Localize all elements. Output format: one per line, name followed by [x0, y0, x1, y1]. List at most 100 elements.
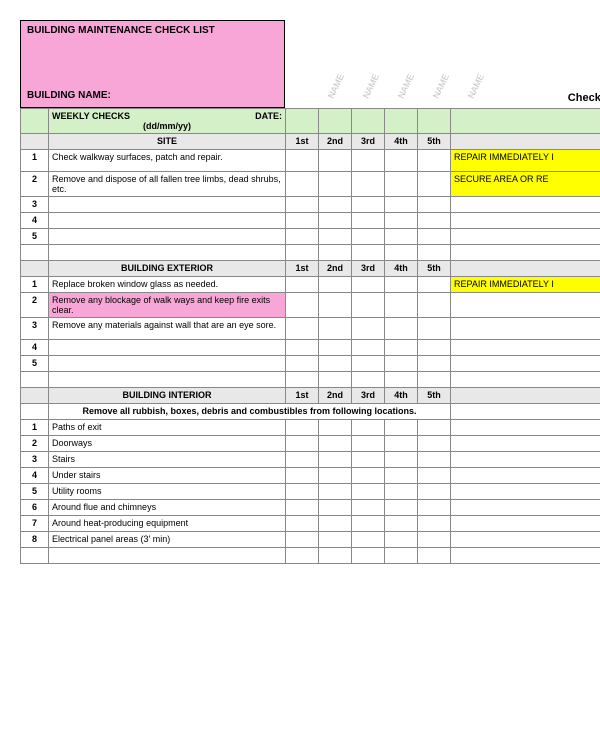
check-cell[interactable] — [418, 277, 451, 293]
check-cell[interactable] — [286, 532, 319, 548]
check-cell[interactable] — [286, 420, 319, 436]
check-cell[interactable] — [319, 356, 352, 372]
check-cell[interactable] — [319, 484, 352, 500]
check-cell[interactable] — [385, 277, 418, 293]
check-cell[interactable] — [319, 172, 352, 197]
check-cell[interactable] — [385, 150, 418, 172]
check-cell[interactable] — [352, 229, 385, 245]
check-cell[interactable] — [319, 318, 352, 340]
check-cell[interactable] — [352, 150, 385, 172]
check-cell[interactable] — [319, 452, 352, 468]
check-cell[interactable] — [286, 436, 319, 452]
check-cell[interactable] — [319, 229, 352, 245]
row-description: Utility rooms — [49, 484, 286, 500]
check-cell[interactable] — [385, 452, 418, 468]
check-cell[interactable] — [319, 468, 352, 484]
check-cell[interactable] — [385, 293, 418, 318]
check-cell[interactable] — [319, 150, 352, 172]
check-cell[interactable] — [385, 172, 418, 197]
check-cell[interactable] — [385, 229, 418, 245]
check-cell[interactable] — [385, 197, 418, 213]
check-cell[interactable] — [418, 197, 451, 213]
check-cell[interactable] — [286, 150, 319, 172]
check-cell[interactable] — [418, 229, 451, 245]
check-cell[interactable] — [385, 356, 418, 372]
check-cell[interactable] — [352, 500, 385, 516]
check-cell[interactable] — [385, 318, 418, 340]
check-cell[interactable] — [352, 532, 385, 548]
check-cell[interactable] — [319, 277, 352, 293]
check-cell[interactable] — [418, 532, 451, 548]
check-cell[interactable] — [352, 436, 385, 452]
check-cell[interactable] — [385, 484, 418, 500]
weekly-blank[interactable] — [385, 109, 418, 134]
check-cell[interactable] — [385, 468, 418, 484]
check-cell[interactable] — [319, 293, 352, 318]
check-cell[interactable] — [352, 516, 385, 532]
check-cell[interactable] — [352, 420, 385, 436]
check-cell[interactable] — [418, 452, 451, 468]
check-cell[interactable] — [352, 318, 385, 340]
weekly-blank[interactable] — [286, 109, 319, 134]
check-cell[interactable] — [286, 172, 319, 197]
check-cell[interactable] — [352, 277, 385, 293]
check-cell[interactable] — [352, 356, 385, 372]
check-cell[interactable] — [319, 213, 352, 229]
check-cell[interactable] — [286, 229, 319, 245]
check-cell[interactable] — [352, 484, 385, 500]
check-cell[interactable] — [352, 172, 385, 197]
check-cell[interactable] — [418, 340, 451, 356]
check-cell[interactable] — [418, 213, 451, 229]
check-cell[interactable] — [385, 420, 418, 436]
check-cell[interactable] — [286, 500, 319, 516]
check-cell[interactable] — [418, 420, 451, 436]
check-cell[interactable] — [286, 484, 319, 500]
check-cell[interactable] — [352, 452, 385, 468]
name-label-4: NAME — [431, 72, 451, 100]
check-cell[interactable] — [418, 356, 451, 372]
check-cell[interactable] — [352, 468, 385, 484]
check-cell[interactable] — [418, 436, 451, 452]
check-cell[interactable] — [352, 293, 385, 318]
check-cell[interactable] — [286, 452, 319, 468]
table-row: 1Replace broken window glass as needed.R… — [21, 277, 600, 293]
check-cell[interactable] — [286, 516, 319, 532]
check-cell[interactable] — [385, 532, 418, 548]
check-cell[interactable] — [385, 500, 418, 516]
check-cell[interactable] — [385, 213, 418, 229]
check-cell[interactable] — [385, 340, 418, 356]
check-cell[interactable] — [352, 197, 385, 213]
check-cell[interactable] — [286, 277, 319, 293]
weekly-blank[interactable] — [352, 109, 385, 134]
check-cell[interactable] — [385, 516, 418, 532]
check-cell[interactable] — [286, 293, 319, 318]
check-cell[interactable] — [418, 516, 451, 532]
check-cell[interactable] — [418, 150, 451, 172]
check-cell[interactable] — [418, 484, 451, 500]
check-cell[interactable] — [286, 213, 319, 229]
check-cell[interactable] — [352, 340, 385, 356]
check-cell[interactable] — [385, 436, 418, 452]
check-cell[interactable] — [286, 197, 319, 213]
check-cell[interactable] — [319, 197, 352, 213]
check-cell[interactable] — [418, 318, 451, 340]
check-cell[interactable] — [319, 516, 352, 532]
row-action — [451, 468, 600, 484]
check-cell[interactable] — [286, 340, 319, 356]
check-cell[interactable] — [286, 468, 319, 484]
check-cell[interactable] — [319, 500, 352, 516]
weekly-blank[interactable] — [418, 109, 451, 134]
check-cell[interactable] — [319, 436, 352, 452]
check-cell[interactable] — [418, 468, 451, 484]
check-cell[interactable] — [286, 356, 319, 372]
row-number: 1 — [21, 277, 49, 293]
check-cell[interactable] — [418, 500, 451, 516]
check-cell[interactable] — [319, 532, 352, 548]
weekly-blank[interactable] — [319, 109, 352, 134]
check-cell[interactable] — [286, 318, 319, 340]
check-cell[interactable] — [319, 420, 352, 436]
check-cell[interactable] — [418, 172, 451, 197]
check-cell[interactable] — [319, 340, 352, 356]
check-cell[interactable] — [352, 213, 385, 229]
check-cell[interactable] — [418, 293, 451, 318]
